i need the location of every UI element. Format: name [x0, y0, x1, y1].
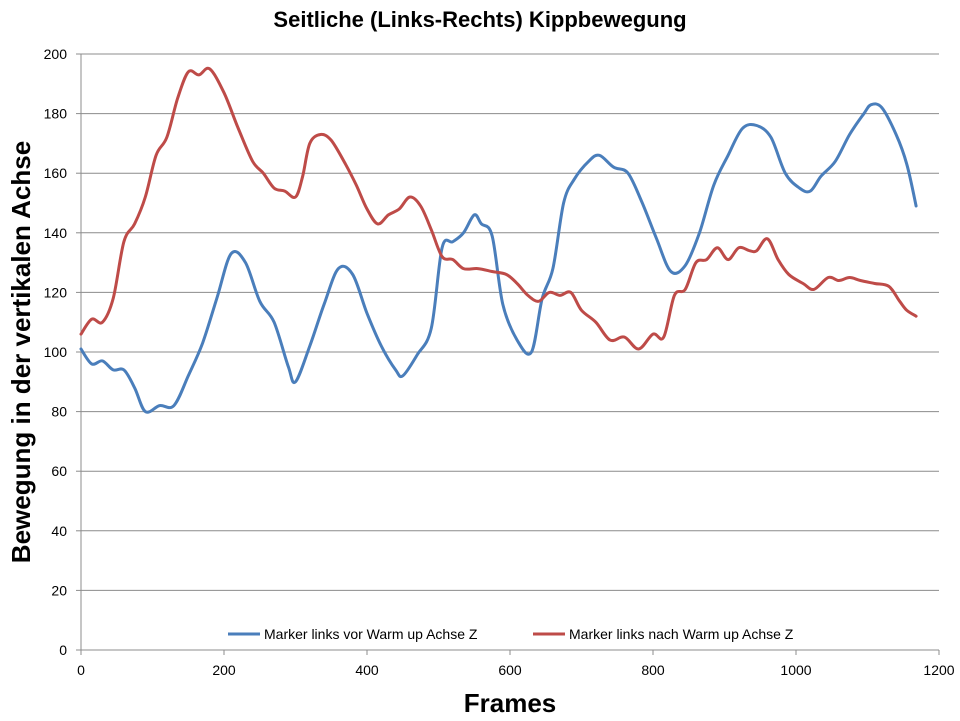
x-tick-label: 200: [212, 662, 236, 678]
y-tick-labels: 0 20 40 60 80 100 120 140 160 180 200: [44, 46, 68, 658]
y-tick-label: 80: [51, 404, 67, 420]
series-line-2: [79, 66, 918, 351]
x-tick-label: 400: [355, 662, 379, 678]
y-tick-label: 120: [44, 284, 68, 300]
x-tick-label: 1200: [923, 662, 954, 678]
series-line-1: [79, 102, 918, 414]
y-tick-label: 140: [44, 225, 68, 241]
legend-label-1: Marker links vor Warm up Achse Z: [264, 626, 478, 642]
x-tick-label: 800: [641, 662, 665, 678]
y-tick-label: 100: [44, 344, 68, 360]
y-tick-label: 0: [59, 642, 67, 658]
y-tick-label: 200: [44, 46, 68, 62]
y-tick-label: 160: [44, 165, 68, 181]
y-tick-label: 40: [51, 523, 67, 539]
y-axis-title: Bewegung in der vertikalen Achse: [6, 141, 36, 563]
legend: Marker links vor Warm up Achse Z Marker l…: [228, 626, 794, 642]
y-tick-label: 180: [44, 106, 68, 122]
y-tick-label: 20: [51, 582, 67, 598]
chart-title: Seitliche (Links-Rechts) Kippbewegung: [273, 7, 686, 32]
x-tick-label: 1000: [780, 662, 811, 678]
y-tick-label: 60: [51, 463, 67, 479]
x-axis-title: Frames: [464, 688, 557, 718]
legend-label-2: Marker links nach Warm up Achse Z: [569, 626, 794, 642]
x-tick-label: 0: [77, 662, 85, 678]
axes: [76, 53, 940, 655]
gridlines: [81, 53, 939, 591]
x-tick-label: 600: [498, 662, 522, 678]
x-tick-labels: 0 200 400 600 800 1000 1200: [77, 662, 955, 678]
series-lines: [79, 66, 918, 414]
